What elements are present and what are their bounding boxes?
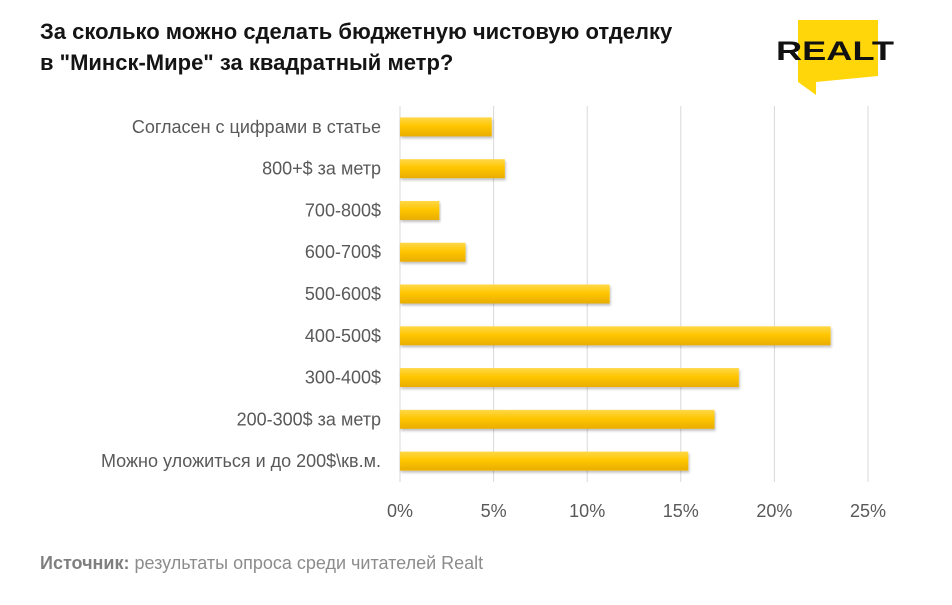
chart-title: За сколько можно сделать бюджетную чисто…: [40, 16, 760, 78]
bar: [400, 117, 492, 137]
category-label: Согласен с цифрами в статье: [132, 117, 381, 137]
bar-chart: Согласен с цифрами в статье 800+$ за метр…: [101, 106, 886, 521]
category-label: 700-800$: [305, 200, 381, 220]
logo-badge-shape: [798, 20, 878, 95]
bar: [400, 284, 610, 304]
x-tick-label: 5%: [481, 501, 507, 521]
source-note: Источник: результаты опроса среди читате…: [40, 553, 483, 574]
realt-logo: REALT: [776, 20, 895, 95]
bar: [400, 409, 715, 429]
category-label: 400-500$: [305, 326, 381, 346]
x-tick-label: 15%: [663, 501, 699, 521]
category-label: 600-700$: [305, 242, 381, 262]
x-tick-label: 0%: [387, 501, 413, 521]
source-text: результаты опроса среди читателей Realt: [129, 553, 484, 573]
category-label: 500-600$: [305, 284, 381, 304]
bar: [400, 326, 831, 346]
x-tick-label: 25%: [850, 501, 886, 521]
x-axis-tick-labels: 0% 5% 10% 15% 20% 25%: [387, 501, 886, 521]
logo-text: REALT: [776, 36, 895, 66]
source-label: Источник:: [40, 553, 130, 573]
x-tick-label: 20%: [756, 501, 792, 521]
x-tick-label: 10%: [569, 501, 605, 521]
category-label: 200-300$ за метр: [237, 409, 381, 429]
chart-title-line-1: За сколько можно сделать бюджетную чисто…: [40, 19, 673, 44]
category-label: 300-400$: [305, 368, 381, 388]
category-label: 800+$ за метр: [262, 159, 381, 179]
bar: [400, 451, 689, 471]
bars: [400, 117, 831, 471]
category-labels: Согласен с цифрами в статье 800+$ за метр…: [101, 117, 381, 471]
bar: [400, 368, 739, 388]
bar: [400, 159, 505, 179]
bar: [400, 242, 466, 262]
chart-title-line-2: в "Минск-Мире" за квадратный метр?: [40, 50, 454, 75]
category-label: Можно уложиться и до 200$\кв.м.: [101, 451, 381, 471]
bar: [400, 200, 440, 220]
